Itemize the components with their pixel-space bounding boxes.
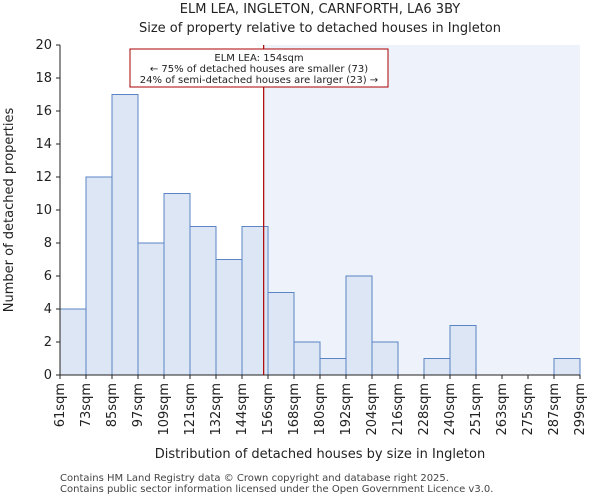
y-tick-label: 8 <box>44 236 52 251</box>
x-tick-label: 180sqm <box>313 383 328 436</box>
bar-228sqm <box>423 358 451 376</box>
x-tick-label: 156sqm <box>261 383 276 436</box>
x-tick-label: 132sqm <box>209 383 224 436</box>
x-tick-label: 192sqm <box>339 383 354 436</box>
x-tick-label: 97sqm <box>131 383 146 427</box>
bar-168sqm <box>293 341 321 376</box>
y-tick-label: 14 <box>35 137 52 152</box>
y-tick-label: 16 <box>35 104 52 119</box>
y-tick-label: 4 <box>44 302 52 317</box>
highlight-region <box>263 45 580 375</box>
x-tick-label: 85sqm <box>105 383 120 427</box>
bar-85sqm <box>111 94 139 376</box>
chart-subtitle: Size of property relative to detached ho… <box>139 21 501 36</box>
x-tick-label: 216sqm <box>391 383 406 436</box>
annotation-title: ELM LEA: 154sqm <box>214 53 303 64</box>
bar-61sqm <box>59 308 87 376</box>
x-tick-label: 299sqm <box>573 383 588 436</box>
x-tick-label: 204sqm <box>365 383 380 436</box>
x-tick-label: 121sqm <box>183 383 198 436</box>
x-tick-label: 275sqm <box>521 383 536 436</box>
y-axis-label: Number of detached properties <box>2 108 17 313</box>
bar-192sqm <box>345 275 373 376</box>
bar-156sqm <box>267 292 295 376</box>
bar-109sqm <box>163 193 191 376</box>
bar-287sqm <box>553 358 581 376</box>
x-tick-label: 73sqm <box>79 383 94 427</box>
x-tick-label: 144sqm <box>235 383 250 436</box>
x-tick-label: 228sqm <box>417 383 432 436</box>
y-tick-label: 18 <box>35 71 52 86</box>
y-tick-label: 10 <box>35 203 52 218</box>
annotation-box <box>129 48 389 88</box>
y-tick-label: 12 <box>35 170 52 185</box>
bar-132sqm <box>215 259 243 376</box>
bar-73sqm <box>85 176 113 376</box>
x-tick-label: 287sqm <box>547 383 562 436</box>
x-tick-label: 251sqm <box>469 383 484 436</box>
y-tick-label: 2 <box>44 335 52 350</box>
footer-line-2: Contains public sector information licen… <box>60 484 494 495</box>
x-axis-label: Distribution of detached houses by size … <box>155 447 485 462</box>
footer-line-1: Contains HM Land Registry data © Crown c… <box>60 473 449 484</box>
bar-180sqm <box>319 358 347 376</box>
x-tick-label: 109sqm <box>157 383 172 436</box>
chart-title: ELM LEA, INGLETON, CARNFORTH, LA6 3BY <box>180 2 460 17</box>
annotation-larger: 24% of semi-detached houses are larger (… <box>140 75 378 86</box>
bar-204sqm <box>371 341 399 376</box>
y-tick-label: 20 <box>35 38 52 53</box>
x-tick-label: 240sqm <box>443 383 458 436</box>
x-tick-label: 61sqm <box>53 383 68 427</box>
bar-121sqm <box>189 226 217 376</box>
bar-97sqm <box>137 242 165 376</box>
x-tick-label: 263sqm <box>495 383 510 436</box>
y-tick-label: 6 <box>44 269 52 284</box>
annotation-smaller: ← 75% of detached houses are smaller (73… <box>150 64 368 75</box>
bar-240sqm <box>449 325 477 376</box>
y-tick-label: 0 <box>44 368 52 383</box>
x-tick-label: 168sqm <box>287 383 302 436</box>
